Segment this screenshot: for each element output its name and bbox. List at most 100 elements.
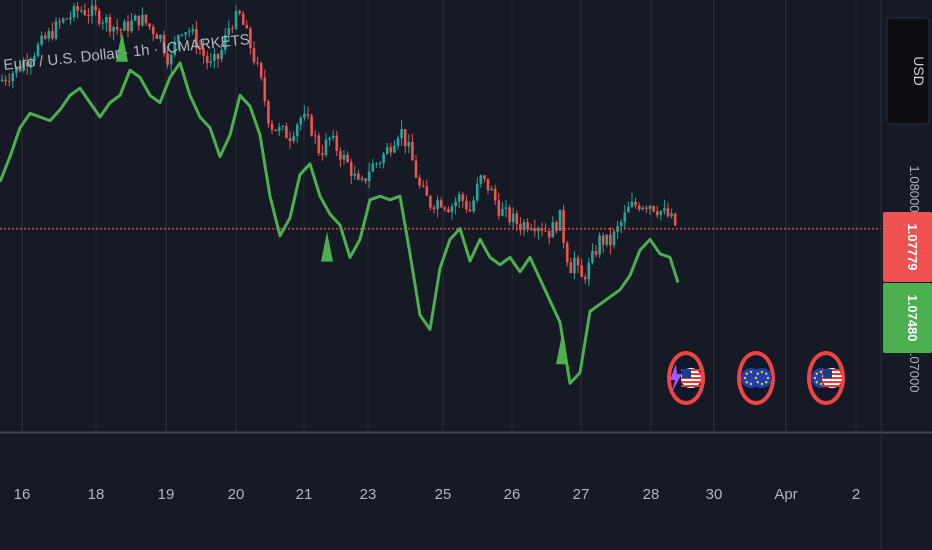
eu-flag-star [815, 372, 818, 375]
flash-icon [670, 364, 682, 392]
candle-body [555, 222, 558, 231]
us-flag-stripe [822, 385, 842, 387]
x-tick-label: 28 [643, 486, 660, 503]
candle-body [461, 194, 465, 201]
candle-body [439, 200, 443, 208]
candle-body [447, 209, 450, 213]
x-tick-label: 19 [158, 486, 175, 503]
candle-body [148, 23, 151, 27]
candle-body [609, 234, 612, 246]
candle-body [274, 129, 277, 131]
x-tick-label: 25 [435, 486, 452, 503]
candle-body [54, 21, 58, 39]
time-scale[interactable] [0, 432, 932, 550]
candle-body [601, 235, 605, 245]
candle-body [198, 48, 202, 50]
currency-button-box[interactable] [886, 17, 930, 125]
candle-body [79, 10, 83, 12]
currency-button[interactable]: USD [886, 17, 930, 125]
candle-body [378, 163, 382, 165]
candle-body [475, 183, 479, 201]
eu-flag-star [760, 370, 764, 374]
candle-body [558, 209, 562, 231]
candle-body [403, 129, 407, 147]
eu-flag-star [813, 376, 817, 380]
candle-body [11, 73, 15, 82]
candle-body [504, 207, 508, 210]
candle-body [238, 11, 241, 14]
candle-body [627, 206, 630, 213]
x-tick-label: 26 [504, 486, 521, 503]
candle-body [364, 178, 367, 182]
candle-body [339, 151, 342, 160]
candle-body [450, 206, 454, 213]
candle-body [587, 262, 591, 280]
candle-body [349, 162, 353, 176]
x-tick-label: 2 [852, 486, 860, 503]
candle-body [551, 222, 555, 238]
price-badges: 1.07779 1.07480 [883, 212, 932, 353]
candle-body [393, 145, 396, 153]
candle-body [76, 5, 79, 11]
candle-body [213, 53, 216, 62]
candle-body [612, 231, 616, 246]
candle-body [673, 213, 677, 226]
candle-body [493, 188, 497, 201]
candle-body [202, 48, 205, 56]
candle-body [573, 257, 576, 274]
candle-body [331, 135, 335, 138]
candle-body [483, 175, 486, 179]
candle-body [396, 138, 400, 146]
candle-body [234, 11, 238, 29]
eu-flag-star [756, 381, 759, 384]
candle-body [231, 28, 234, 30]
economic-events[interactable] [667, 351, 845, 405]
candle-body [141, 14, 144, 26]
candle-body [4, 79, 7, 82]
candle-body [508, 207, 511, 222]
candle-body [159, 35, 162, 40]
us-flag-stripe [681, 385, 701, 387]
candle-body [195, 29, 198, 49]
candle-body [655, 211, 659, 216]
candle-body [151, 26, 155, 35]
candle-body [101, 22, 105, 24]
candle-body [259, 63, 263, 78]
candle-body [130, 20, 133, 32]
price-badge [883, 283, 932, 353]
candle-body [97, 10, 101, 24]
eu-flag-star [745, 381, 748, 384]
candle-body [605, 234, 609, 245]
candle-body [367, 171, 371, 182]
price-badge-label: 1.07779 [905, 224, 920, 271]
candle-body [15, 66, 18, 74]
candle-body [540, 228, 544, 231]
candle-body [580, 265, 583, 278]
candle-body [281, 125, 285, 127]
candle-body [389, 147, 393, 153]
candle-body [497, 200, 501, 216]
candle-body [357, 173, 360, 180]
candle-body [29, 61, 33, 67]
candle-body [414, 160, 418, 178]
us-flag-stripe [681, 381, 701, 383]
eu-flag-star [749, 370, 753, 374]
candle-body [47, 31, 51, 39]
eu-flag-star [760, 382, 764, 386]
x-tick-label: 27 [573, 486, 590, 503]
candle-body [295, 124, 299, 137]
us-flag-canton [682, 369, 691, 378]
candle-body [306, 113, 310, 116]
candle-body [619, 221, 623, 227]
x-tick-label: 20 [228, 486, 245, 503]
candle-body [270, 123, 274, 130]
candles [0, 0, 677, 287]
candle-body [94, 5, 97, 11]
price-ticks: 1.08000 1.07000 [907, 166, 922, 393]
candle-body [569, 262, 573, 274]
candle-body [526, 222, 529, 229]
candle-body [216, 53, 220, 59]
candle-body [180, 34, 184, 36]
